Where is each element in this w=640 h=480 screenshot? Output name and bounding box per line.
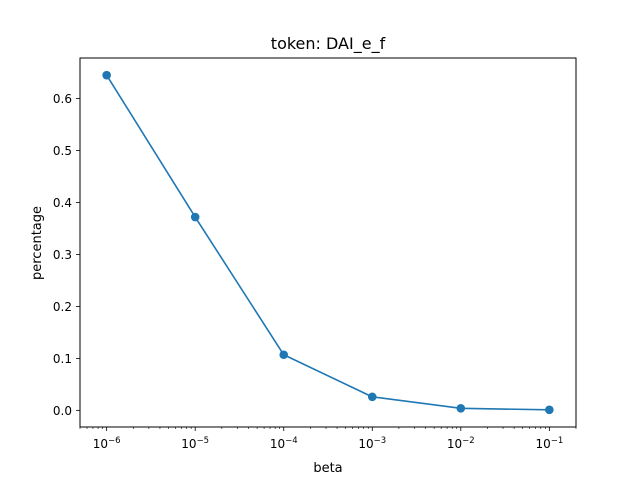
axes-frame	[79, 57, 577, 428]
y-tick-label: 0.1	[53, 352, 72, 366]
y-tick-label: 0.4	[53, 196, 72, 210]
y-tick-label: 0.5	[53, 144, 72, 158]
x-tick-label: 10−1	[535, 436, 563, 451]
x-tick-label: 10−5	[181, 436, 209, 451]
tick-layer: 10−6 10−5 10−4 10−3 10−2 10−1 0.0 0.1 0.2 0.3 0.4 0…	[53, 92, 577, 451]
series-line	[105, 74, 550, 411]
x-axis-label: beta	[313, 461, 342, 476]
x-tick-label: 10−4	[270, 436, 298, 451]
y-tick-label: 0.0	[53, 404, 72, 418]
x-tick-label: 10−6	[93, 436, 121, 451]
data-point	[456, 403, 466, 413]
series-layer	[102, 70, 554, 415]
data-point	[190, 212, 200, 222]
data-point	[102, 70, 111, 80]
y-axis-label: percentage	[30, 206, 45, 280]
x-tick-label: 10−3	[358, 436, 386, 451]
data-point	[367, 392, 377, 402]
y-tick-label: 0.3	[53, 248, 72, 262]
y-tick-label: 0.2	[53, 300, 72, 314]
plot-area: 10−6 10−5 10−4 10−3 10−2 10−1 0.0 0.1 0.2 0.3 0.4 0…	[53, 57, 577, 451]
x-tick-label: 10−2	[447, 436, 475, 451]
chart-title: token: DAI_e_f	[271, 34, 386, 54]
data-point	[545, 405, 554, 415]
data-point	[279, 350, 289, 360]
y-tick-label: 0.6	[53, 92, 72, 106]
